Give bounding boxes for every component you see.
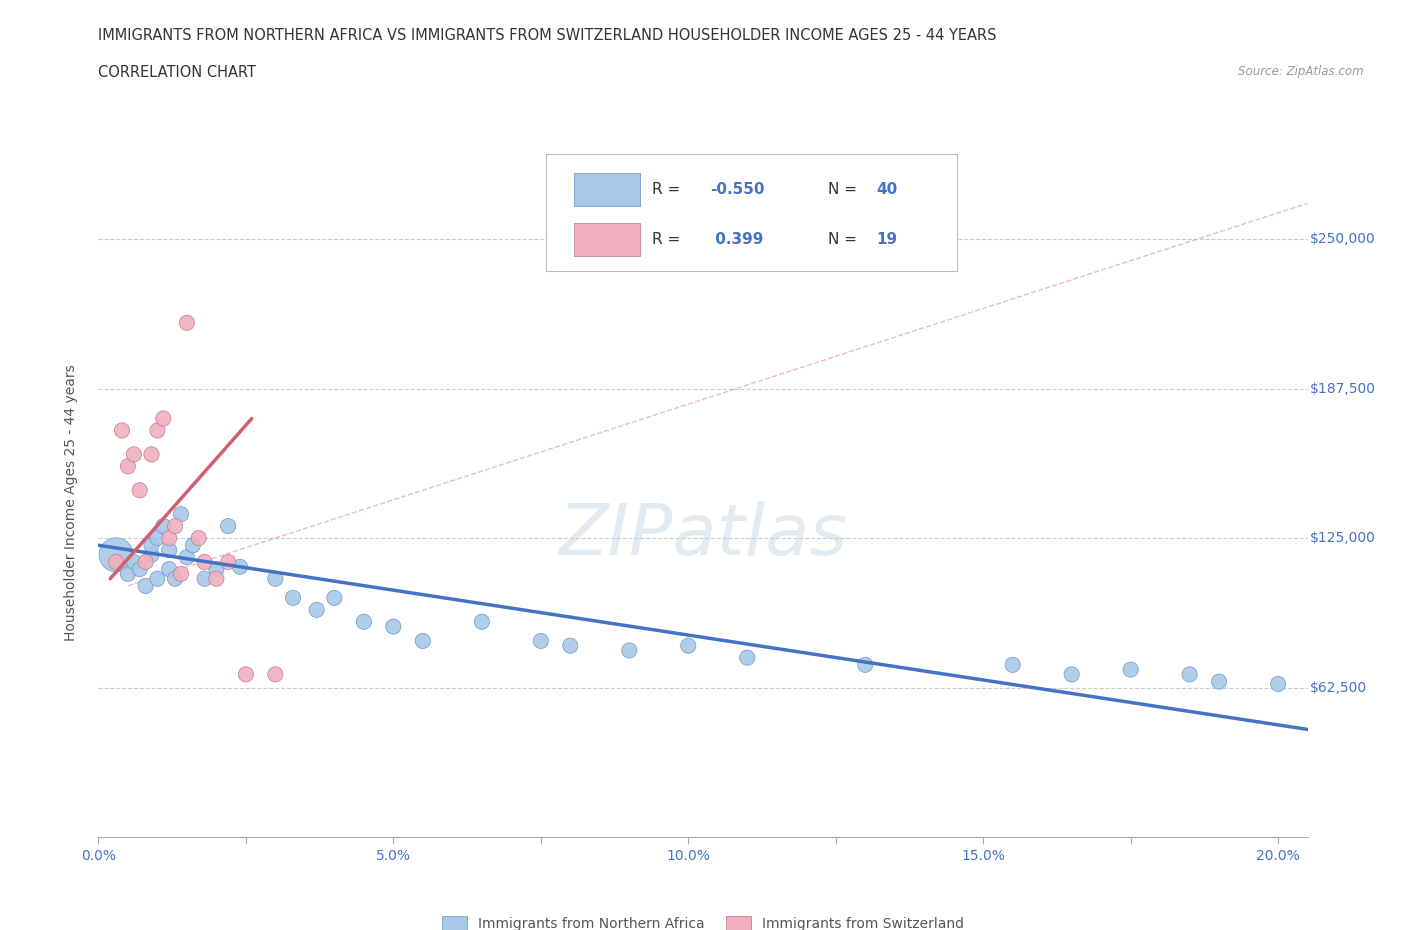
- Point: [152, 411, 174, 426]
- Text: 19: 19: [876, 232, 897, 247]
- Point: [305, 603, 328, 618]
- Text: $187,500: $187,500: [1310, 381, 1376, 395]
- Point: [105, 554, 128, 569]
- Point: [281, 591, 304, 605]
- Point: [122, 554, 145, 569]
- Point: [135, 554, 157, 569]
- FancyBboxPatch shape: [546, 154, 957, 272]
- Point: [146, 571, 169, 586]
- Point: [105, 548, 128, 563]
- Text: R =: R =: [652, 182, 685, 197]
- Legend: Immigrants from Northern Africa, Immigrants from Switzerland: Immigrants from Northern Africa, Immigra…: [437, 910, 969, 930]
- Point: [194, 571, 217, 586]
- Point: [165, 571, 187, 586]
- Point: [560, 638, 582, 653]
- Point: [1001, 658, 1024, 672]
- Point: [471, 615, 494, 630]
- Point: [141, 447, 163, 462]
- Point: [853, 658, 876, 672]
- Point: [176, 550, 198, 565]
- Point: [412, 633, 434, 648]
- Point: [735, 650, 758, 665]
- Text: $250,000: $250,000: [1310, 232, 1375, 246]
- Point: [217, 554, 239, 569]
- Point: [157, 531, 180, 546]
- Point: [187, 531, 209, 546]
- Point: [165, 519, 187, 534]
- Point: [205, 571, 228, 586]
- Point: [128, 483, 150, 498]
- Point: [217, 519, 239, 534]
- Point: [157, 542, 180, 557]
- Point: [146, 531, 169, 546]
- Text: $62,500: $62,500: [1310, 681, 1367, 695]
- Point: [1267, 676, 1289, 691]
- Point: [264, 667, 287, 682]
- Text: Source: ZipAtlas.com: Source: ZipAtlas.com: [1239, 65, 1364, 78]
- Point: [152, 519, 174, 534]
- Text: $125,000: $125,000: [1310, 531, 1376, 545]
- Point: [1178, 667, 1201, 682]
- Point: [141, 548, 163, 563]
- Point: [323, 591, 346, 605]
- Point: [619, 643, 641, 658]
- Point: [194, 554, 217, 569]
- Point: [170, 507, 193, 522]
- Point: [170, 566, 193, 581]
- Point: [530, 633, 553, 648]
- Point: [181, 538, 204, 552]
- Point: [128, 562, 150, 577]
- Point: [176, 315, 198, 330]
- Text: R =: R =: [652, 232, 685, 247]
- Point: [353, 615, 375, 630]
- Point: [117, 566, 139, 581]
- Point: [1119, 662, 1142, 677]
- Point: [146, 423, 169, 438]
- Point: [1208, 674, 1230, 689]
- Text: N =: N =: [828, 232, 862, 247]
- FancyBboxPatch shape: [574, 223, 640, 257]
- Point: [122, 447, 145, 462]
- Y-axis label: Householder Income Ages 25 - 44 years: Householder Income Ages 25 - 44 years: [63, 364, 77, 641]
- FancyBboxPatch shape: [574, 173, 640, 206]
- Point: [229, 559, 252, 574]
- Point: [135, 578, 157, 593]
- Point: [205, 562, 228, 577]
- Point: [157, 562, 180, 577]
- Point: [382, 619, 405, 634]
- Text: CORRELATION CHART: CORRELATION CHART: [98, 65, 256, 80]
- Point: [111, 423, 134, 438]
- Text: ZIPatlas: ZIPatlas: [558, 501, 848, 570]
- Text: IMMIGRANTS FROM NORTHERN AFRICA VS IMMIGRANTS FROM SWITZERLAND HOUSEHOLDER INCOM: IMMIGRANTS FROM NORTHERN AFRICA VS IMMIG…: [98, 28, 997, 43]
- Point: [678, 638, 700, 653]
- Text: -0.550: -0.550: [710, 182, 765, 197]
- Point: [1060, 667, 1083, 682]
- Point: [264, 571, 287, 586]
- Point: [117, 458, 139, 473]
- Text: N =: N =: [828, 182, 862, 197]
- Text: 40: 40: [876, 182, 897, 197]
- Point: [235, 667, 257, 682]
- Text: 0.399: 0.399: [710, 232, 763, 247]
- Point: [141, 538, 163, 552]
